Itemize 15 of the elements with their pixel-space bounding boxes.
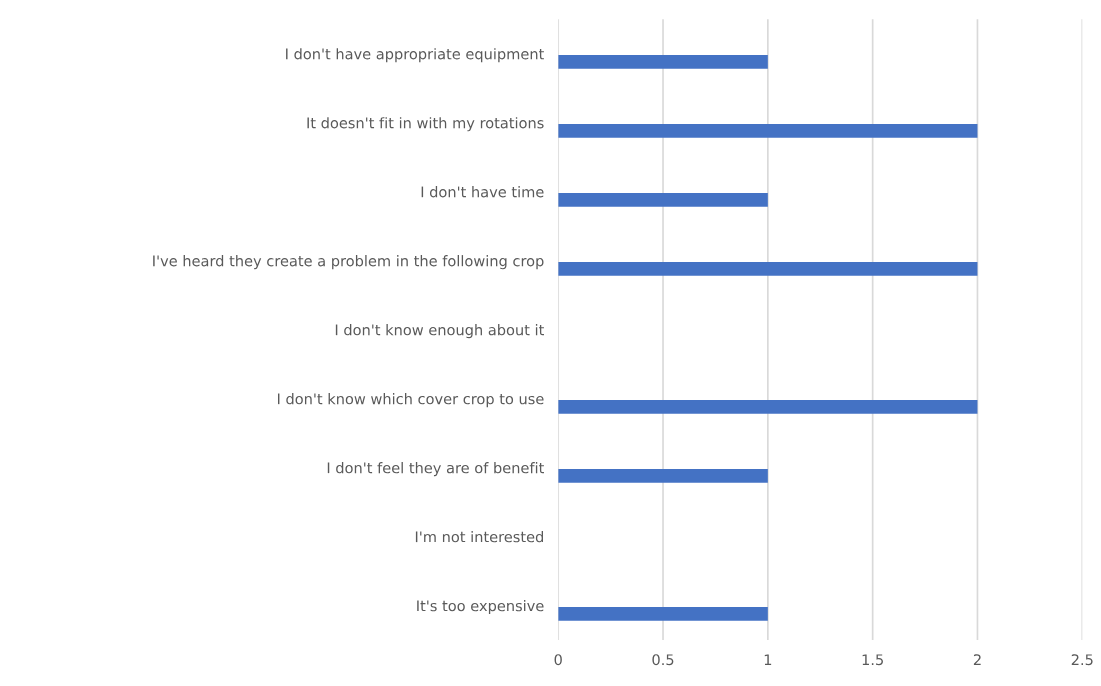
x-tick-label: 0.5 bbox=[652, 654, 674, 666]
x-tick-label: 1 bbox=[764, 654, 772, 666]
y-tick-label: I'm not interested bbox=[415, 531, 543, 543]
x-tick-label: 2 bbox=[973, 654, 981, 666]
y-tick-label: I don't feel they are of benefit bbox=[327, 462, 544, 477]
y-tick-label: I don't have time bbox=[421, 186, 544, 198]
y-tick-label: It doesn't fit in with my rotations bbox=[307, 117, 544, 132]
y-tick-label: I don't have appropriate equipment bbox=[286, 48, 544, 63]
y-tick-label: I don't know enough about it bbox=[335, 324, 544, 339]
y-tick-label: I've heard they create a problem in the following crop bbox=[153, 255, 544, 270]
x-tick-label: 2.5 bbox=[1071, 654, 1093, 666]
x-tick-label: 0 bbox=[554, 654, 562, 666]
x-tick-label: 1.5 bbox=[862, 654, 883, 666]
y-tick-label: It's too expensive bbox=[417, 600, 544, 615]
y-tick-label: I don't know which cover crop to use bbox=[277, 393, 544, 408]
